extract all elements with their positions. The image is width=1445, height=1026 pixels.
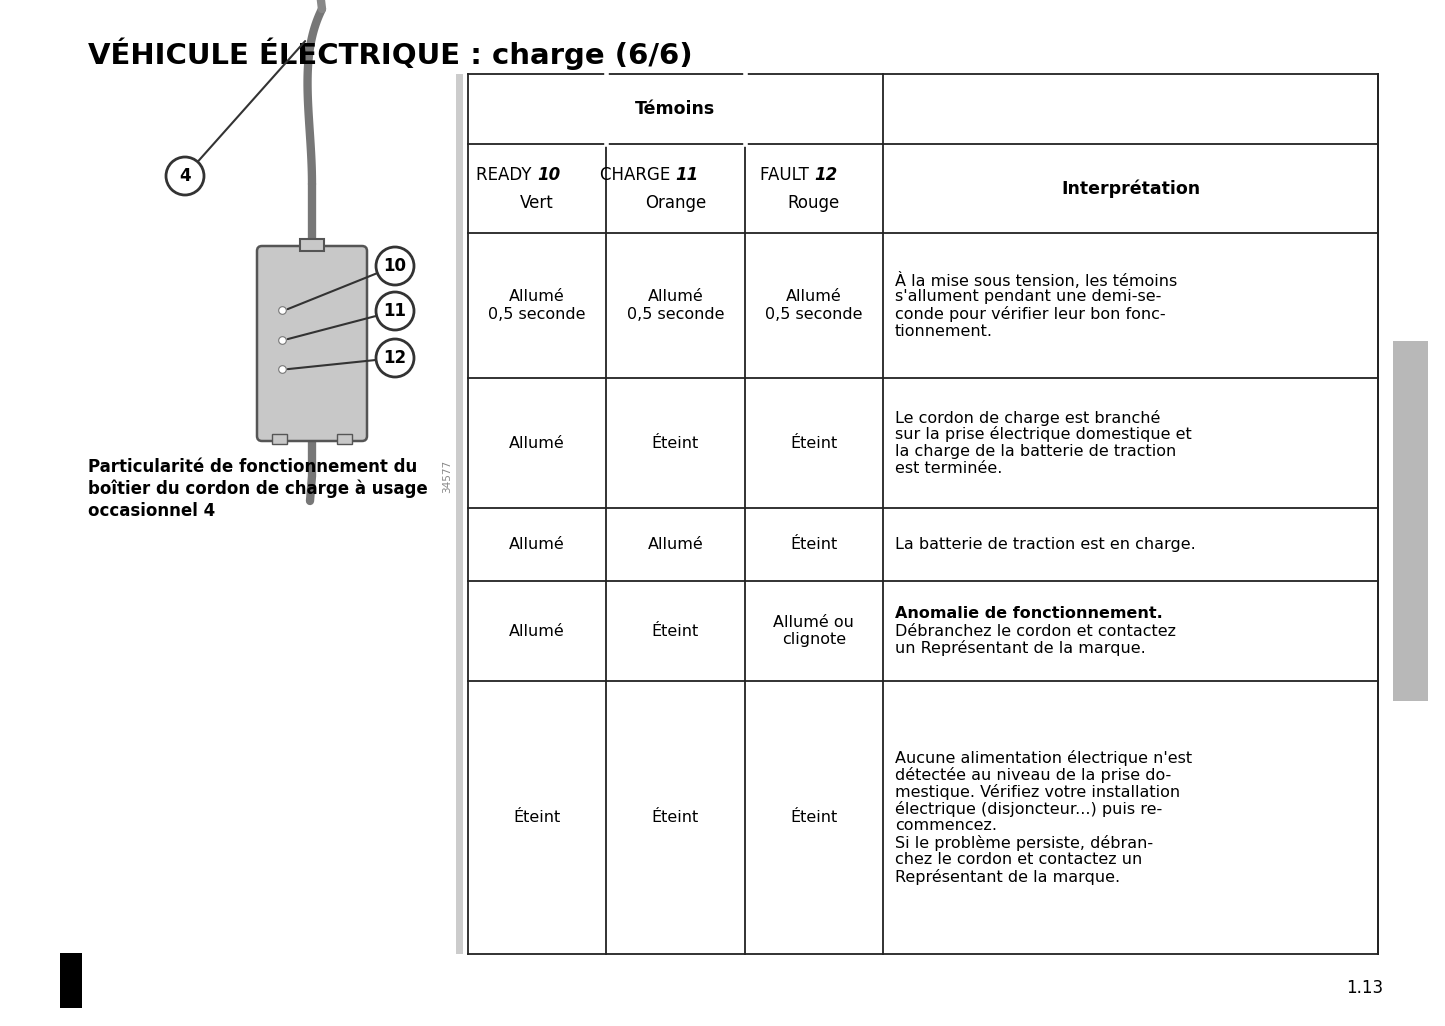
Text: boîtier du cordon de charge à usage: boîtier du cordon de charge à usage [88, 480, 428, 499]
Text: Vert: Vert [520, 194, 553, 211]
Text: Allumé: Allumé [509, 624, 565, 638]
Circle shape [376, 247, 415, 285]
Text: est terminée.: est terminée. [894, 461, 1003, 476]
Text: chez le cordon et contactez un: chez le cordon et contactez un [894, 853, 1142, 868]
Text: Éteint: Éteint [790, 435, 838, 450]
Text: commencez.: commencez. [894, 819, 997, 833]
Text: s'allument pendant une demi-se-: s'allument pendant une demi-se- [894, 289, 1162, 305]
Text: 4: 4 [179, 167, 191, 185]
Text: Allumé: Allumé [647, 537, 704, 552]
Text: Allumé: Allumé [509, 537, 565, 552]
Text: 10: 10 [383, 256, 406, 275]
Text: 11: 11 [383, 302, 406, 320]
Text: 34577: 34577 [442, 460, 452, 492]
Text: 10: 10 [538, 165, 561, 184]
Text: La batterie de traction est en charge.: La batterie de traction est en charge. [894, 537, 1195, 552]
Text: détectée au niveau de la prise do-: détectée au niveau de la prise do- [894, 767, 1172, 783]
Text: Interprétation: Interprétation [1061, 180, 1199, 198]
Text: Débranchez le cordon et contactez: Débranchez le cordon et contactez [894, 624, 1176, 638]
Text: CHARGE: CHARGE [600, 165, 675, 184]
Text: 12: 12 [383, 349, 406, 367]
Text: Particularité de fonctionnement du: Particularité de fonctionnement du [88, 458, 418, 476]
Text: Allumé: Allumé [509, 435, 565, 450]
Text: mestique. Vérifiez votre installation: mestique. Vérifiez votre installation [894, 784, 1181, 800]
Text: Orange: Orange [644, 194, 707, 211]
Text: la charge de la batterie de traction: la charge de la batterie de traction [894, 444, 1176, 459]
Text: Aucune alimentation électrique n'est: Aucune alimentation électrique n'est [894, 750, 1192, 766]
Text: Si le problème persiste, débran-: Si le problème persiste, débran- [894, 835, 1153, 851]
Text: tionnement.: tionnement. [894, 323, 993, 339]
Text: Éteint: Éteint [652, 435, 699, 450]
Text: Représentant de la marque.: Représentant de la marque. [894, 869, 1120, 885]
Text: Éteint: Éteint [652, 624, 699, 638]
Text: un Représentant de la marque.: un Représentant de la marque. [894, 640, 1146, 656]
Text: Rouge: Rouge [788, 194, 840, 211]
Circle shape [376, 339, 415, 377]
Bar [1393, 341, 1428, 701]
Text: À la mise sous tension, les témoins: À la mise sous tension, les témoins [894, 272, 1178, 288]
Text: Anomalie de fonctionnement.: Anomalie de fonctionnement. [894, 606, 1163, 622]
Text: Allumé
0,5 seconde: Allumé 0,5 seconde [764, 289, 863, 322]
Text: électrique (disjoncteur...) puis re-: électrique (disjoncteur...) puis re- [894, 801, 1162, 817]
Text: Éteint: Éteint [652, 810, 699, 825]
Bar [61, 953, 82, 1008]
Text: Témoins: Témoins [636, 100, 715, 118]
Text: sur la prise électrique domestique et: sur la prise électrique domestique et [894, 427, 1192, 442]
Text: VÉHICULE ÉLECTRIQUE : charge (6/6): VÉHICULE ÉLECTRIQUE : charge (6/6) [88, 38, 692, 71]
Circle shape [166, 157, 204, 195]
FancyBboxPatch shape [257, 246, 367, 441]
Bar [272, 434, 288, 444]
Text: Éteint: Éteint [790, 810, 838, 825]
Bar [301, 239, 324, 251]
Text: 12: 12 [814, 165, 837, 184]
Text: FAULT: FAULT [760, 165, 814, 184]
Text: Éteint: Éteint [513, 810, 561, 825]
Text: conde pour vérifier leur bon fonc-: conde pour vérifier leur bon fonc- [894, 306, 1166, 322]
Text: 1.13: 1.13 [1347, 979, 1383, 997]
Text: Allumé ou
clignote: Allumé ou clignote [773, 615, 854, 647]
Text: Le cordon de charge est branché: Le cordon de charge est branché [894, 409, 1160, 426]
Text: occasionnel 4: occasionnel 4 [88, 502, 215, 520]
Text: Allumé
0,5 seconde: Allumé 0,5 seconde [627, 289, 724, 322]
Bar [457, 74, 462, 954]
Text: 11: 11 [675, 165, 699, 184]
Circle shape [376, 292, 415, 330]
Text: READY: READY [477, 165, 538, 184]
Text: Allumé
0,5 seconde: Allumé 0,5 seconde [488, 289, 585, 322]
Bar [337, 434, 353, 444]
Text: Éteint: Éteint [790, 537, 838, 552]
